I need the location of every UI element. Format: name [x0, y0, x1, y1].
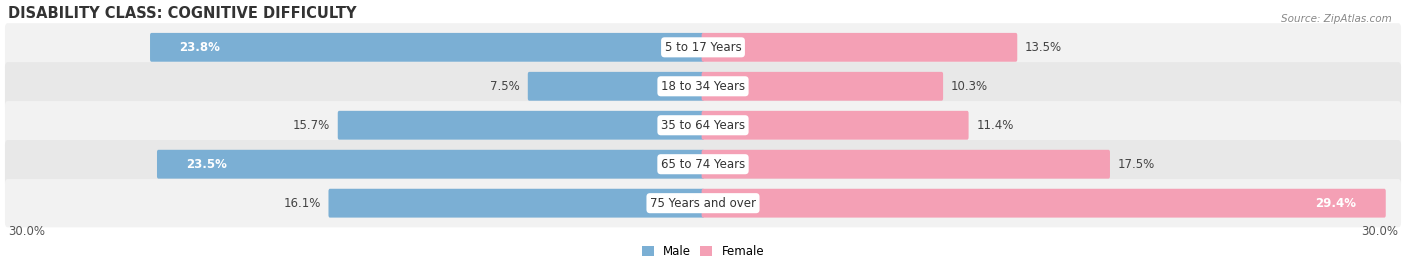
Text: 10.3%: 10.3% — [950, 80, 988, 93]
FancyBboxPatch shape — [337, 111, 704, 140]
FancyBboxPatch shape — [6, 62, 1400, 110]
Text: Source: ZipAtlas.com: Source: ZipAtlas.com — [1281, 14, 1392, 23]
FancyBboxPatch shape — [157, 150, 704, 179]
Legend: Male, Female: Male, Female — [637, 240, 769, 262]
FancyBboxPatch shape — [6, 101, 1400, 149]
Text: 29.4%: 29.4% — [1316, 197, 1357, 210]
FancyBboxPatch shape — [702, 111, 969, 140]
Text: 23.5%: 23.5% — [186, 158, 226, 171]
Text: 7.5%: 7.5% — [491, 80, 520, 93]
Text: 65 to 74 Years: 65 to 74 Years — [661, 158, 745, 171]
Text: 18 to 34 Years: 18 to 34 Years — [661, 80, 745, 93]
FancyBboxPatch shape — [702, 72, 943, 101]
FancyBboxPatch shape — [702, 33, 1018, 62]
FancyBboxPatch shape — [6, 179, 1400, 227]
FancyBboxPatch shape — [702, 189, 1386, 218]
Text: DISABILITY CLASS: COGNITIVE DIFFICULTY: DISABILITY CLASS: COGNITIVE DIFFICULTY — [8, 6, 356, 21]
Text: 30.0%: 30.0% — [1361, 225, 1398, 238]
FancyBboxPatch shape — [6, 23, 1400, 72]
Text: 16.1%: 16.1% — [283, 197, 321, 210]
Text: 5 to 17 Years: 5 to 17 Years — [665, 41, 741, 54]
Text: 30.0%: 30.0% — [8, 225, 45, 238]
Text: 15.7%: 15.7% — [292, 119, 330, 132]
Text: 75 Years and over: 75 Years and over — [650, 197, 756, 210]
Text: 17.5%: 17.5% — [1118, 158, 1156, 171]
Text: 23.8%: 23.8% — [179, 41, 221, 54]
FancyBboxPatch shape — [702, 150, 1109, 179]
Text: 13.5%: 13.5% — [1025, 41, 1063, 54]
Text: 35 to 64 Years: 35 to 64 Years — [661, 119, 745, 132]
FancyBboxPatch shape — [6, 140, 1400, 188]
FancyBboxPatch shape — [150, 33, 704, 62]
FancyBboxPatch shape — [527, 72, 704, 101]
FancyBboxPatch shape — [329, 189, 704, 218]
Text: 11.4%: 11.4% — [977, 119, 1014, 132]
